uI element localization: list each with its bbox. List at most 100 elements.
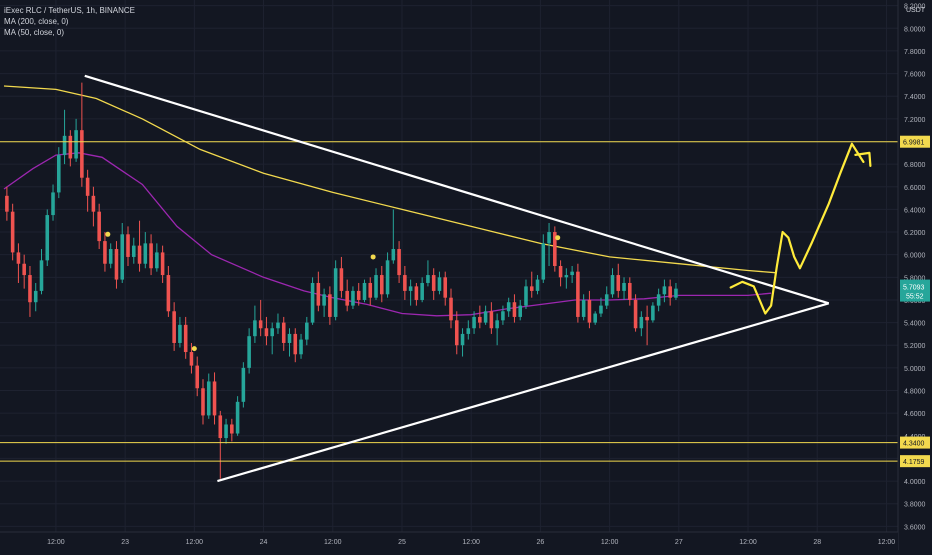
candle-body bbox=[610, 275, 615, 295]
candle-body bbox=[108, 249, 113, 264]
candle-body bbox=[489, 311, 494, 329]
candle-body bbox=[431, 275, 436, 291]
candle-body bbox=[293, 333, 298, 355]
price-tick-label: 6.4000 bbox=[904, 207, 926, 214]
time-tick-label: 12:00 bbox=[324, 539, 342, 546]
candle-body bbox=[651, 305, 655, 321]
price-tick-label: 3.8000 bbox=[904, 502, 926, 509]
last-price-label: 5.7093 bbox=[903, 285, 925, 292]
candle-body bbox=[131, 245, 136, 257]
price-tick-label: 6.8000 bbox=[904, 162, 926, 169]
candle-body bbox=[483, 311, 488, 323]
time-tick-label: 12:00 bbox=[878, 539, 896, 546]
last-price-badge bbox=[900, 279, 930, 302]
candle-body bbox=[570, 271, 574, 276]
candle-body bbox=[408, 286, 413, 291]
candle-body bbox=[235, 401, 240, 434]
candle-body bbox=[437, 277, 442, 291]
candle-body bbox=[345, 290, 349, 306]
candle-body bbox=[91, 195, 96, 212]
candle-body bbox=[535, 279, 540, 291]
candle-body bbox=[218, 415, 223, 439]
candle-body bbox=[183, 324, 188, 353]
candle-body bbox=[512, 302, 517, 317]
level-price-badge bbox=[900, 135, 930, 148]
candle-body bbox=[149, 243, 153, 269]
time-tick-label: 25 bbox=[398, 539, 406, 546]
candle-body bbox=[103, 241, 107, 264]
candle-body bbox=[449, 297, 453, 321]
candle-body bbox=[460, 333, 465, 346]
candle-body bbox=[547, 232, 551, 244]
candle-body bbox=[264, 328, 269, 337]
candle-body bbox=[633, 299, 638, 329]
candle-body bbox=[391, 249, 396, 261]
level-price-label: 4.3400 bbox=[903, 441, 925, 448]
trendline-lower[interactable] bbox=[217, 302, 830, 483]
candle-body bbox=[5, 195, 9, 212]
candle-body bbox=[628, 282, 632, 300]
candle-body bbox=[564, 275, 569, 278]
candle-body bbox=[16, 252, 21, 264]
time-tick-label: 12:00 bbox=[462, 539, 480, 546]
candle-body bbox=[201, 388, 205, 416]
projection-path[interactable] bbox=[729, 142, 865, 315]
time-tick-label: 12:00 bbox=[739, 539, 757, 546]
last-price-countdown: 55:52 bbox=[906, 294, 924, 301]
time-tick-label: 12:00 bbox=[601, 539, 619, 546]
candle-body bbox=[454, 320, 459, 346]
trendline-upper[interactable] bbox=[84, 74, 830, 305]
candle-body bbox=[276, 322, 280, 329]
ma-series-line-ma50 bbox=[3, 152, 772, 317]
candle-body bbox=[495, 320, 499, 329]
candle-body bbox=[287, 333, 292, 343]
time-tick-label: 12:00 bbox=[47, 539, 65, 546]
price-tick-label: 5.2000 bbox=[904, 343, 926, 350]
candle-body bbox=[281, 322, 286, 343]
candle-body bbox=[553, 232, 557, 266]
candle-body bbox=[385, 260, 390, 295]
candle-body bbox=[656, 294, 661, 306]
candle-body bbox=[414, 286, 419, 300]
candle-body bbox=[362, 282, 367, 300]
level-price-label: 4.1759 bbox=[903, 459, 925, 466]
candle-body bbox=[189, 352, 194, 366]
price-tick-label: 7.6000 bbox=[904, 72, 926, 79]
candle-body bbox=[74, 130, 78, 159]
candle-body bbox=[403, 275, 407, 291]
candle-body bbox=[333, 268, 338, 317]
candle-body bbox=[339, 268, 344, 291]
candle-body bbox=[472, 316, 476, 329]
candle-body bbox=[316, 282, 321, 306]
event-marker-dot bbox=[555, 235, 561, 241]
candle-body bbox=[518, 305, 523, 317]
candle-body bbox=[587, 299, 592, 323]
price-tick-label: 7.2000 bbox=[904, 117, 926, 124]
candle-body bbox=[639, 316, 644, 329]
candle-body bbox=[45, 215, 50, 261]
candle-body bbox=[80, 130, 84, 178]
candle-body bbox=[322, 294, 326, 306]
candle-body bbox=[501, 311, 505, 321]
legend-ma200: MA (200, close, 0) bbox=[4, 17, 69, 26]
level-price-badge bbox=[900, 455, 930, 468]
time-tick-label: 23 bbox=[121, 539, 129, 546]
candle-body bbox=[299, 339, 303, 355]
candle-body bbox=[143, 243, 148, 264]
event-marker-dot bbox=[191, 346, 197, 352]
candle-body bbox=[576, 271, 580, 317]
candle-body bbox=[97, 211, 101, 242]
candle-body bbox=[258, 320, 263, 329]
candle-body bbox=[155, 252, 159, 269]
candle-body bbox=[379, 275, 384, 295]
candle-body bbox=[616, 275, 621, 291]
candle-body bbox=[374, 275, 378, 298]
candle-body bbox=[253, 320, 257, 337]
candle-body bbox=[668, 286, 672, 298]
candle-body bbox=[230, 424, 234, 434]
candle-body bbox=[541, 243, 546, 280]
candle-body bbox=[178, 324, 182, 343]
